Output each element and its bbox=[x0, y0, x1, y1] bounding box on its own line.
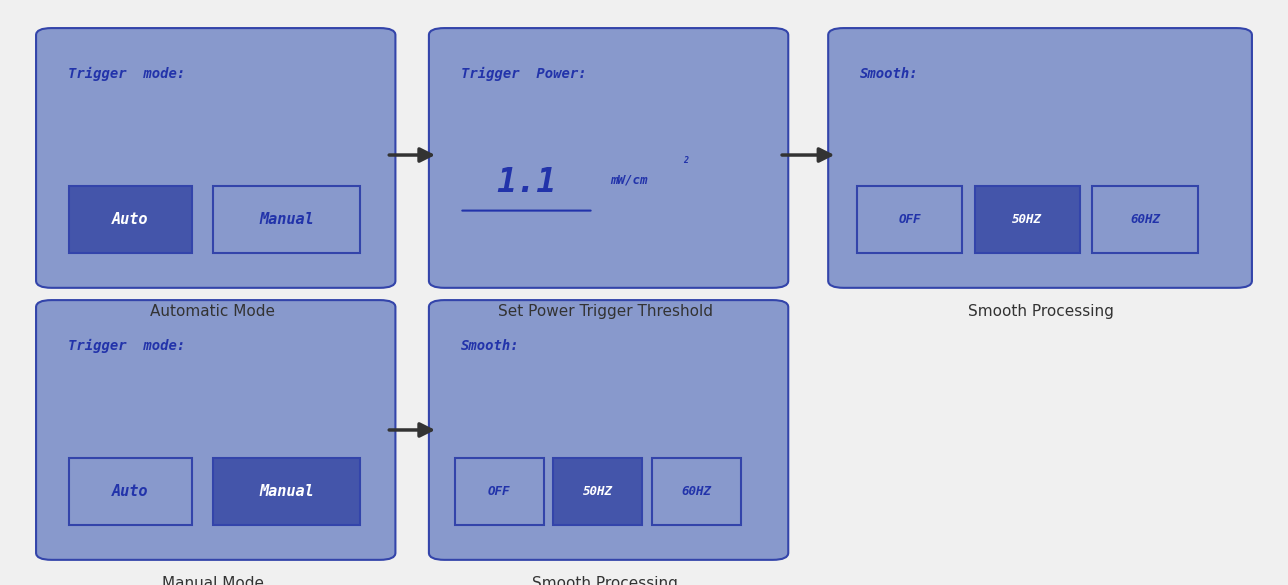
FancyBboxPatch shape bbox=[214, 186, 359, 253]
Text: Smooth:: Smooth: bbox=[461, 339, 520, 353]
FancyBboxPatch shape bbox=[68, 186, 192, 253]
FancyBboxPatch shape bbox=[828, 28, 1252, 288]
Text: 60HZ: 60HZ bbox=[1130, 213, 1160, 226]
Text: Manual: Manual bbox=[259, 212, 314, 227]
Text: 60HZ: 60HZ bbox=[681, 485, 711, 498]
Text: 50HZ: 50HZ bbox=[1012, 213, 1042, 226]
FancyBboxPatch shape bbox=[68, 458, 192, 525]
FancyBboxPatch shape bbox=[975, 186, 1079, 253]
Text: 1.1: 1.1 bbox=[496, 166, 556, 199]
FancyBboxPatch shape bbox=[36, 300, 395, 560]
Text: Trigger  Power:: Trigger Power: bbox=[461, 67, 587, 81]
Text: Manual: Manual bbox=[259, 484, 314, 499]
Text: Automatic Mode: Automatic Mode bbox=[149, 304, 276, 319]
Text: Smooth Processing: Smooth Processing bbox=[532, 576, 679, 585]
Text: mW/cm: mW/cm bbox=[611, 173, 648, 186]
Text: OFF: OFF bbox=[488, 485, 510, 498]
FancyBboxPatch shape bbox=[554, 458, 643, 525]
Text: Set Power Trigger Threshold: Set Power Trigger Threshold bbox=[498, 304, 712, 319]
Text: 50HZ: 50HZ bbox=[583, 485, 613, 498]
Text: Trigger  mode:: Trigger mode: bbox=[68, 339, 185, 353]
FancyBboxPatch shape bbox=[1092, 186, 1198, 253]
Text: Smooth Processing: Smooth Processing bbox=[967, 304, 1114, 319]
FancyBboxPatch shape bbox=[857, 186, 962, 253]
FancyBboxPatch shape bbox=[214, 458, 359, 525]
Text: Trigger  mode:: Trigger mode: bbox=[68, 67, 185, 81]
FancyBboxPatch shape bbox=[36, 28, 395, 288]
FancyBboxPatch shape bbox=[429, 300, 788, 560]
Text: Smooth:: Smooth: bbox=[860, 67, 920, 81]
FancyBboxPatch shape bbox=[429, 28, 788, 288]
Text: Manual Mode: Manual Mode bbox=[161, 576, 264, 585]
Text: Auto: Auto bbox=[112, 484, 148, 499]
FancyBboxPatch shape bbox=[652, 458, 741, 525]
Text: OFF: OFF bbox=[898, 213, 921, 226]
Text: Auto: Auto bbox=[112, 212, 148, 227]
Text: 2: 2 bbox=[684, 156, 689, 165]
FancyBboxPatch shape bbox=[455, 458, 544, 525]
